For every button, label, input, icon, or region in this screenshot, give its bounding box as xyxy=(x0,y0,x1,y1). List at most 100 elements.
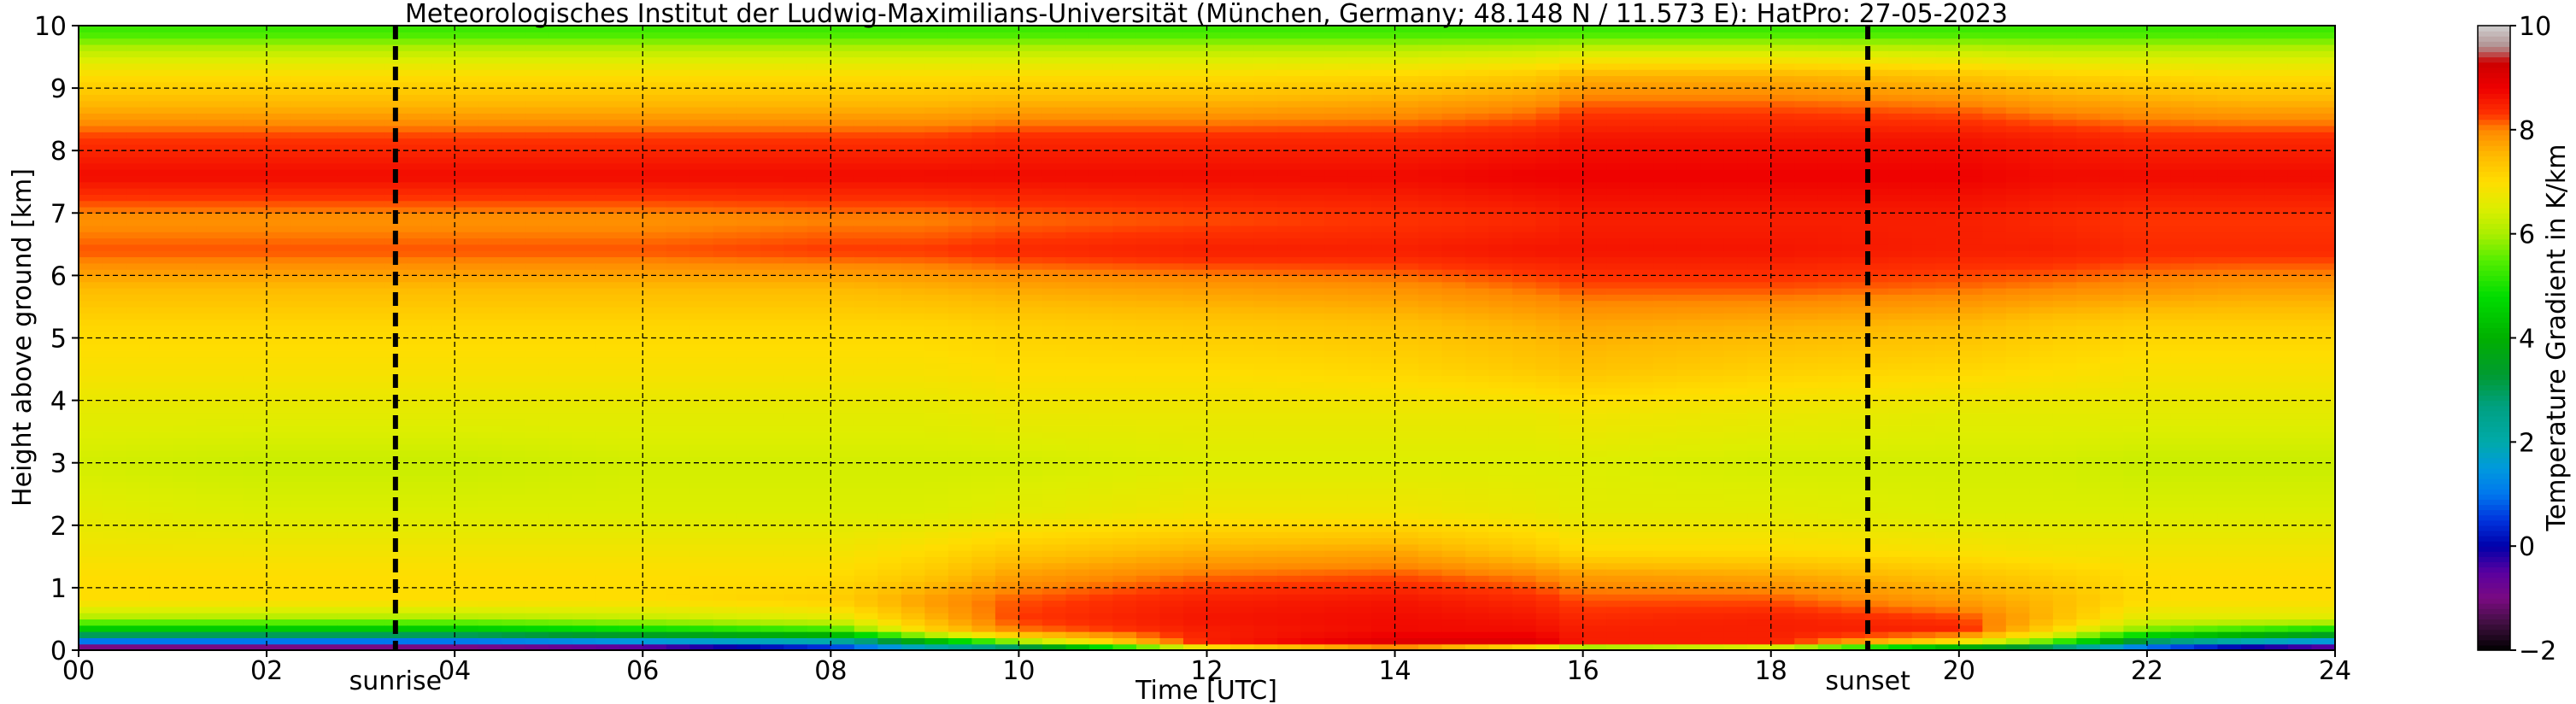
heatmap-cell xyxy=(337,637,361,645)
heatmap-cell xyxy=(79,462,103,470)
heatmap-cell xyxy=(478,443,502,451)
heatmap-cell xyxy=(736,81,761,89)
heatmap-cell xyxy=(807,425,831,432)
heatmap-cell xyxy=(948,481,972,489)
heatmap-cell xyxy=(337,26,361,32)
heatmap-cell xyxy=(736,62,761,70)
heatmap-cell xyxy=(666,156,690,164)
heatmap-cell xyxy=(478,475,502,483)
heatmap-cell xyxy=(502,525,526,532)
heatmap-cell xyxy=(337,394,361,402)
heatmap-cell xyxy=(1206,206,1231,214)
heatmap-cell xyxy=(1088,356,1114,364)
heatmap-cell xyxy=(549,125,573,132)
heatmap-cell xyxy=(619,156,643,164)
heatmap-cell xyxy=(760,556,784,564)
heatmap-cell xyxy=(126,568,150,576)
heatmap-cell xyxy=(455,606,479,613)
heatmap-cell xyxy=(783,181,808,189)
heatmap-cell xyxy=(619,200,643,208)
heatmap-cell xyxy=(431,313,455,320)
heatmap-cell xyxy=(267,631,291,638)
heatmap-cell xyxy=(267,188,291,195)
heatmap-cell xyxy=(1230,556,1255,564)
heatmap-cell xyxy=(596,138,620,145)
heatmap-cell xyxy=(971,206,996,214)
heatmap-cell xyxy=(1018,631,1043,638)
heatmap-cell xyxy=(196,44,220,51)
heatmap-cell xyxy=(830,69,855,77)
heatmap-cell xyxy=(689,643,714,651)
heatmap-cell xyxy=(243,375,267,383)
heatmap-cell xyxy=(314,443,338,451)
heatmap-cell xyxy=(736,44,761,51)
heatmap-cell xyxy=(549,443,573,451)
heatmap-cell xyxy=(596,56,620,64)
heatmap-cell xyxy=(572,375,596,383)
heatmap-cell xyxy=(384,513,408,520)
heatmap-cell xyxy=(877,456,902,464)
heatmap-cell xyxy=(713,506,737,513)
heatmap-cell xyxy=(267,50,291,58)
heatmap-cell xyxy=(1182,487,1208,495)
heatmap-cell xyxy=(1206,637,1231,645)
heatmap-cell xyxy=(760,331,784,339)
heatmap-cell xyxy=(854,325,878,332)
heatmap-cell xyxy=(1112,88,1137,96)
heatmap-cell xyxy=(760,262,784,270)
heatmap-cell xyxy=(478,32,502,39)
heatmap-cell xyxy=(783,256,808,264)
heatmap-cell xyxy=(290,313,314,320)
heatmap-cell xyxy=(619,300,643,308)
heatmap-cell xyxy=(924,288,949,295)
heatmap-cell xyxy=(666,343,690,351)
heatmap-cell xyxy=(619,594,643,601)
heatmap-cell xyxy=(1042,431,1067,439)
heatmap-cell xyxy=(666,513,690,520)
heatmap-cell xyxy=(666,581,690,589)
heatmap-cell xyxy=(1206,113,1231,120)
heatmap-cell xyxy=(220,313,244,320)
heatmap-cell xyxy=(431,531,455,539)
heatmap-cell xyxy=(314,194,338,202)
heatmap-cell xyxy=(1112,531,1137,539)
heatmap-cell xyxy=(643,469,667,476)
heatmap-cell xyxy=(79,294,103,302)
heatmap-cell xyxy=(901,494,925,502)
heatmap-cell xyxy=(643,156,667,164)
heatmap-cell xyxy=(1018,156,1043,164)
heatmap-cell xyxy=(995,413,1020,420)
heatmap-cell xyxy=(572,162,596,170)
heatmap-cell xyxy=(549,481,573,489)
heatmap-cell xyxy=(995,343,1020,351)
heatmap-cell xyxy=(549,425,573,432)
heatmap-cell xyxy=(502,419,526,426)
heatmap-cell xyxy=(267,619,291,626)
heatmap-cell xyxy=(689,519,714,526)
heatmap-cell xyxy=(102,206,126,214)
heatmap-cell xyxy=(243,619,267,626)
heatmap-cell xyxy=(924,562,949,570)
heatmap-cell xyxy=(713,300,737,308)
heatmap-cell xyxy=(877,381,902,389)
heatmap-cell xyxy=(689,213,714,220)
heatmap-cell xyxy=(1065,62,1090,70)
heatmap-cell xyxy=(807,81,831,89)
heatmap-cell xyxy=(220,531,244,539)
heatmap-cell xyxy=(807,406,831,414)
heatmap-cell xyxy=(830,425,855,432)
heatmap-cell xyxy=(971,150,996,158)
heatmap-cell xyxy=(713,138,737,145)
heatmap-cell xyxy=(666,125,690,132)
heatmap-cell xyxy=(243,575,267,583)
heatmap-cell xyxy=(478,144,502,151)
heatmap-cell xyxy=(196,132,220,139)
heatmap-cell xyxy=(948,313,972,320)
heatmap-cell xyxy=(1088,600,1114,607)
heatmap-cell xyxy=(830,594,855,601)
heatmap-cell xyxy=(995,556,1020,564)
heatmap-cell xyxy=(525,356,549,364)
heatmap-cell xyxy=(971,419,996,426)
heatmap-cell xyxy=(502,243,526,251)
heatmap-cell xyxy=(643,275,667,283)
